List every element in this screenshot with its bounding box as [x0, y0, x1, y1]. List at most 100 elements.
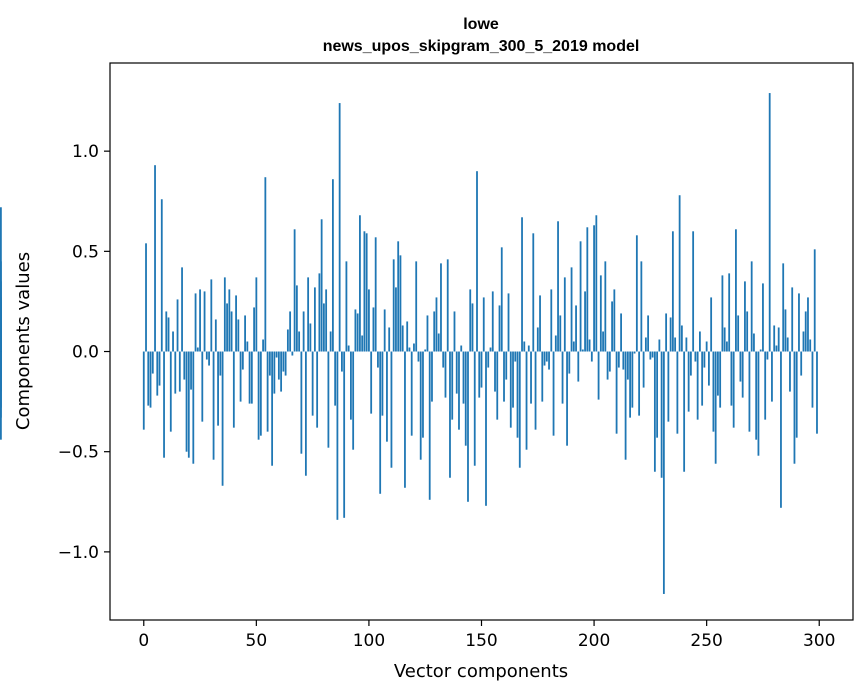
bar: [208, 351, 210, 366]
bar: [566, 351, 568, 446]
y-tick-label: −1.0: [58, 543, 99, 563]
bar: [584, 291, 586, 352]
bar: [617, 351, 620, 368]
bar: [471, 303, 474, 352]
y-axis: −1.0 −0.5 0.0 0.5 1.0: [58, 142, 110, 563]
bar: [728, 273, 731, 352]
bar: [230, 311, 233, 352]
bar: [302, 311, 305, 352]
bar: [347, 345, 350, 352]
bar: [550, 289, 553, 352]
bar: [699, 331, 701, 352]
bar: [399, 255, 402, 352]
y-tick-label: 1.0: [72, 142, 99, 162]
bar: [764, 351, 767, 420]
bar: [640, 261, 643, 352]
bar: [142, 351, 145, 430]
bar: [710, 297, 713, 352]
bar: [388, 327, 391, 352]
bar: [320, 219, 323, 352]
y-tick-label: 0.0: [72, 343, 99, 363]
bar: [467, 351, 469, 502]
bar: [651, 351, 654, 358]
bar: [264, 177, 267, 352]
bar: [286, 329, 289, 352]
bar: [424, 349, 427, 352]
bar: [239, 351, 242, 402]
bar: [811, 351, 814, 408]
bar: [268, 351, 271, 376]
bar: [383, 309, 386, 352]
bar: [595, 215, 598, 352]
bar: [507, 293, 510, 352]
bar: [579, 241, 582, 352]
bar: [753, 333, 755, 352]
bar: [759, 349, 762, 352]
bar: [545, 351, 548, 362]
bar: [647, 315, 650, 352]
bar: [563, 277, 566, 352]
bar: [381, 351, 384, 416]
bar: [717, 351, 719, 396]
bar: [608, 351, 611, 372]
bar: [318, 273, 321, 352]
bar: [523, 341, 526, 352]
bar: [192, 351, 195, 464]
bar: [536, 327, 539, 352]
bar: [437, 333, 440, 352]
bar: [345, 261, 348, 352]
bar: [417, 351, 420, 362]
bar: [575, 305, 577, 352]
bar: [626, 351, 629, 380]
bar: [624, 351, 627, 460]
bar: [149, 351, 152, 408]
bar: [433, 311, 436, 352]
bar: [410, 351, 413, 436]
bar: [590, 351, 593, 362]
bar: [241, 351, 244, 370]
bar: [708, 351, 710, 386]
bar: [435, 297, 438, 352]
bar: [455, 351, 458, 394]
bar: [237, 319, 240, 352]
bar: [622, 351, 625, 370]
bar: [322, 303, 325, 352]
bar: [777, 327, 780, 352]
bar: [480, 351, 483, 388]
bar: [665, 313, 668, 352]
bar: [572, 341, 575, 352]
bar: [147, 351, 150, 406]
bar: [701, 351, 704, 406]
bar: [766, 351, 769, 360]
bar: [334, 351, 337, 406]
bar: [280, 351, 283, 392]
bar: [813, 249, 816, 352]
bar: [604, 261, 607, 352]
bar: [775, 345, 778, 352]
bar: [667, 351, 670, 422]
bar: [692, 231, 695, 352]
bar: [183, 351, 186, 380]
bar: [329, 331, 332, 352]
bar: [368, 289, 370, 352]
bar: [327, 351, 330, 448]
bar: [169, 351, 172, 432]
bar: [730, 351, 733, 406]
bar: [426, 315, 429, 352]
bar: [307, 277, 310, 352]
bar: [401, 325, 404, 352]
bar: [500, 247, 503, 352]
bar: [284, 351, 287, 376]
bar: [505, 351, 508, 380]
bar: [397, 241, 400, 352]
bar: [313, 287, 316, 352]
bar: [798, 293, 800, 352]
bar: [440, 263, 442, 352]
bar: [190, 351, 192, 390]
bar: [0, 351, 2, 440]
bar: [687, 351, 690, 412]
bar: [370, 351, 373, 414]
bar: [485, 351, 487, 506]
bar: [782, 263, 785, 352]
bar: [615, 351, 618, 434]
